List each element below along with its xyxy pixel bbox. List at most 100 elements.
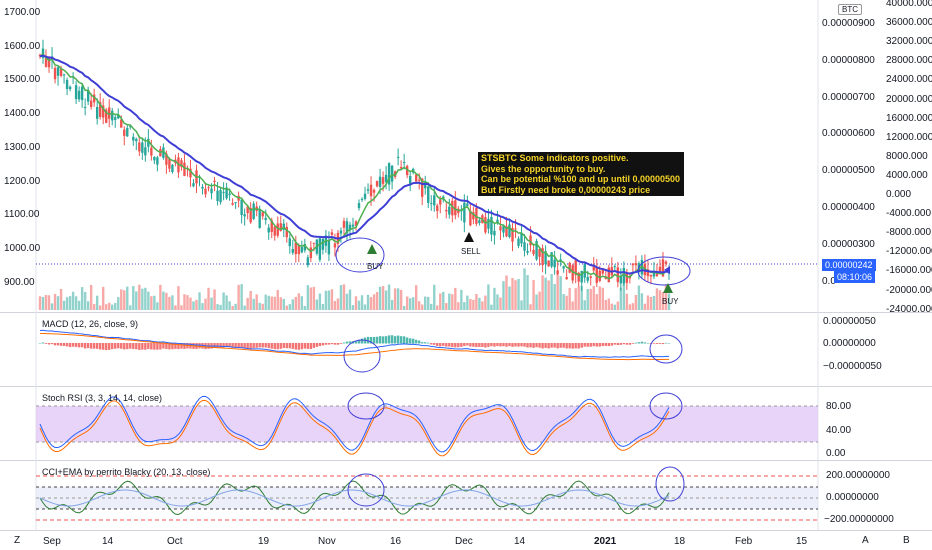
- volume-bar: [604, 300, 607, 310]
- macd-histogram-bar: [92, 343, 96, 349]
- candle-body: [466, 203, 469, 206]
- candle-body: [451, 200, 454, 216]
- macd-histogram-bar: [466, 343, 469, 346]
- candle-body: [520, 233, 523, 244]
- a-label[interactable]: A: [862, 535, 869, 546]
- x-axis-label-7: 14: [514, 536, 526, 547]
- candle-body: [327, 240, 331, 255]
- candle-body: [454, 200, 457, 216]
- volume-bar: [183, 294, 186, 310]
- candle-body: [267, 227, 270, 233]
- macd-histogram-bar: [333, 343, 337, 345]
- cci-label[interactable]: CCI+EMA by perrito Blacky (20, 13, close…: [42, 467, 211, 477]
- macd-histogram-bar: [89, 343, 93, 349]
- candle-body: [183, 162, 186, 176]
- candle-body: [414, 174, 418, 182]
- macd-histogram-bar: [80, 343, 84, 348]
- macd-histogram-bar: [589, 343, 592, 347]
- right-axis-label-4: 24000.000: [886, 74, 932, 86]
- volume-bar: [655, 288, 659, 310]
- stoch-rsi-pane[interactable]: [0, 387, 932, 461]
- candle-body: [634, 263, 638, 266]
- volume-bar: [354, 296, 358, 310]
- candle-body: [111, 110, 114, 121]
- macd-histogram-bar: [213, 343, 216, 348]
- macd-histogram-bar: [613, 343, 617, 345]
- candle-body: [646, 269, 650, 277]
- candle-body: [56, 67, 60, 76]
- candle-body: [180, 160, 183, 167]
- macd-histogram-bar: [56, 343, 60, 346]
- volume-bar: [306, 285, 310, 310]
- volume-bar: [411, 297, 415, 310]
- left-axis-label-2: 1500.00: [4, 74, 41, 86]
- candle-body: [598, 270, 601, 281]
- cci-pane[interactable]: [0, 461, 932, 531]
- macd-line: [39, 329, 669, 358]
- macd-histogram-bar: [270, 343, 273, 349]
- candle-body: [384, 174, 388, 183]
- macd-histogram-bar: [481, 343, 484, 347]
- macd-histogram-bar: [83, 343, 87, 349]
- macd-histogram-bar: [273, 343, 276, 350]
- candle-body: [98, 102, 102, 117]
- macd-histogram-bar: [216, 343, 219, 348]
- btc-axis-label-0: 0.00000900: [822, 18, 875, 29]
- candle-body: [601, 268, 604, 274]
- annotation-box[interactable]: STSBTC Some indicators positive. Gives t…: [478, 152, 684, 196]
- candle-body: [649, 274, 653, 277]
- main-chart-pane[interactable]: [0, 0, 932, 313]
- candle-body: [150, 147, 153, 156]
- macd-histogram-bar: [65, 343, 69, 347]
- btc-axis-label-5: 0.00000400: [822, 202, 875, 213]
- macd-histogram-bar: [366, 336, 370, 344]
- macd-histogram-bar: [105, 343, 108, 351]
- candle-body: [83, 106, 87, 108]
- stoch-circle-1: [347, 392, 385, 420]
- candle-body: [360, 198, 364, 200]
- candle-body: [243, 214, 246, 217]
- volume-bar: [95, 295, 99, 310]
- stoch-rsi-label[interactable]: Stoch RSI (3, 3, 14, 14, close): [42, 393, 163, 403]
- btc-axis-label-4: 0.00000500: [822, 165, 875, 177]
- volume-bar: [553, 284, 556, 310]
- b-label[interactable]: B: [903, 535, 910, 546]
- macd-label[interactable]: MACD (12, 26, close, 9): [42, 319, 139, 329]
- macd-histogram-bar: [303, 343, 307, 349]
- macd-histogram-bar: [463, 343, 466, 347]
- macd-histogram-bar: [538, 343, 541, 348]
- candle-body: [213, 180, 216, 182]
- candle-body: [369, 184, 373, 197]
- candle-body: [117, 114, 120, 119]
- macd-histogram-bar: [252, 343, 255, 349]
- z-label[interactable]: Z: [14, 535, 21, 546]
- macd-histogram-bar: [162, 343, 165, 349]
- macd-histogram-bar: [261, 343, 264, 348]
- volume-bar: [424, 296, 427, 310]
- macd-histogram-bar: [279, 343, 282, 349]
- volume-bar: [71, 291, 75, 310]
- volume-bar: [583, 300, 586, 310]
- annotation-line-1: STSBTC Some indicators positive.: [481, 153, 629, 163]
- volume-bar: [240, 284, 243, 310]
- macd-histogram-bar: [156, 343, 159, 350]
- macd-histogram-bar: [414, 339, 418, 344]
- macd-histogram-bar: [595, 343, 598, 347]
- x-axis-label-3: 19: [258, 536, 270, 547]
- macd-histogram-bar: [655, 343, 659, 344]
- annotation-line-3: Can be potential %100 and up until 0,000…: [481, 174, 681, 184]
- macd-pane[interactable]: [0, 313, 932, 387]
- candle-body: [396, 156, 400, 158]
- annotation-line-2: Gives the opportunity to buy.: [481, 163, 606, 174]
- candle-body: [291, 249, 294, 253]
- macd-histogram-bar: [475, 343, 478, 348]
- left-axis-label-7: 1000.00: [4, 242, 41, 254]
- symbol-badge[interactable]: BTC: [838, 4, 862, 15]
- macd-histogram-bar: [357, 339, 361, 344]
- btc-axis-label-7: 0.0: [822, 275, 836, 287]
- candle-body: [300, 246, 304, 253]
- candle-body: [619, 275, 623, 284]
- volume-bar: [499, 297, 502, 310]
- volume-bar: [50, 303, 54, 310]
